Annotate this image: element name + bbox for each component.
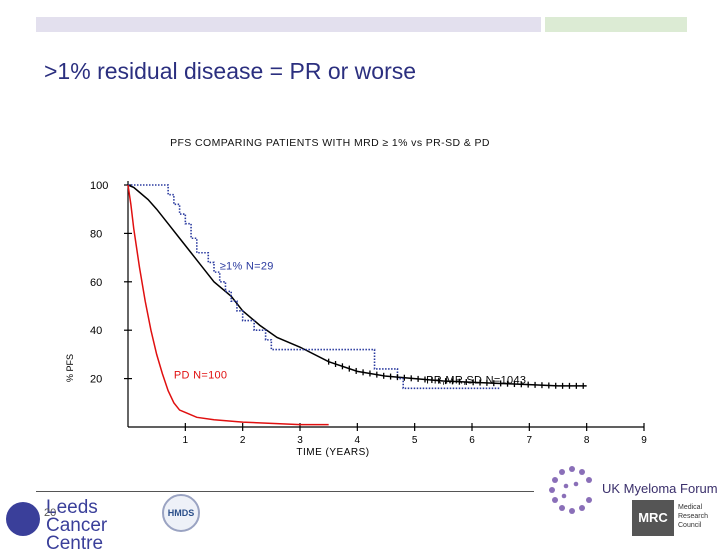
y-tick-label: 80: [90, 228, 102, 240]
hmds-logo: HMDS: [162, 494, 200, 532]
mrc-word-2: Research: [678, 513, 708, 520]
x-tick-label: 8: [584, 435, 590, 446]
x-tick-label: 5: [412, 435, 418, 446]
mrc-logo: MRC Medical Research Council: [632, 500, 712, 536]
y-tick-label: 60: [90, 277, 102, 289]
y-tick-label: 20: [90, 374, 102, 386]
x-tick-label: 7: [527, 435, 533, 446]
mrc-word-1: Medical: [678, 504, 703, 511]
series-line-mrd: [128, 184, 501, 390]
leeds-logo-icon: [6, 502, 40, 536]
label-pr-mr-sd-n1043: PR,MR,SD N=1043: [426, 374, 526, 386]
censor-marks: [328, 358, 584, 389]
top-accent-bar-green: [545, 17, 687, 32]
label-pd-n100: PD N=100: [174, 370, 227, 382]
leeds-logo-line1: Leeds Cancer: [46, 497, 108, 536]
hmds-logo-text: HMDS: [167, 508, 195, 518]
ukmf-logo-text: UK Myeloma Forum: [602, 481, 718, 496]
mrc-word-3: Council: [678, 522, 702, 529]
series-line-pd: [127, 184, 329, 426]
x-tick-label: 6: [469, 435, 475, 446]
y-tick-label: 100: [90, 180, 108, 192]
x-tick-label: 3: [297, 435, 303, 446]
y-axis-label: % PFS: [65, 354, 75, 382]
uk-myeloma-forum-logo: UK Myeloma Forum: [544, 464, 718, 516]
mrc-logo-words: Medical Research Council: [678, 503, 708, 530]
bottom-divider: [36, 491, 534, 492]
leeds-logo-text: Leeds Cancer Centre: [46, 497, 156, 554]
label-mrd-n29: ≥1% N=29: [220, 261, 274, 273]
x-tick-label: 2: [240, 435, 246, 446]
page-number: 20: [44, 507, 57, 519]
x-tick-label: 4: [355, 435, 361, 446]
ukmf-dots-icon: [549, 466, 592, 514]
top-accent-bar-purple: [36, 17, 541, 32]
mrc-logo-box: MRC: [632, 500, 674, 536]
slide-title: >1% residual disease = PR or worse: [44, 58, 417, 84]
x-tick-label: 1: [183, 435, 189, 446]
series-line-pr-mr-sd: [127, 184, 587, 387]
x-tick-label: 9: [641, 435, 647, 446]
y-tick-label: 40: [90, 325, 102, 337]
x-axis-label: TIME (YEARS): [296, 447, 369, 458]
pfs-chart: 20 40 60 80 100 1 2 3 4 5 6 7 8 9 TIME (YEARS) % PFS ≥1%…: [65, 180, 647, 458]
leeds-logo-line2: Centre: [46, 533, 104, 554]
chart-title: PFS COMPARING PATIENTS WITH MRD ≥ 1% vs …: [170, 137, 490, 149]
leeds-cancer-centre-logo: Leeds Cancer Centre: [6, 498, 156, 553]
